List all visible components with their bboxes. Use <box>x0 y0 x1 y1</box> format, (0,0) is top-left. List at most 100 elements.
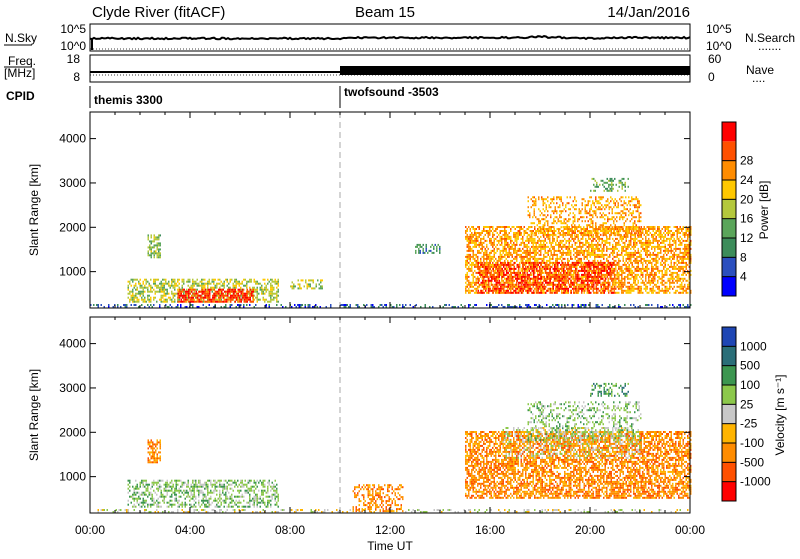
heatmap-cell <box>269 304 271 306</box>
heatmap-cell <box>636 276 638 278</box>
heatmap-cell <box>618 232 620 234</box>
heatmap-cell <box>668 288 670 290</box>
heatmap-cell <box>164 285 166 287</box>
heatmap-cell <box>322 287 324 289</box>
heatmap-cell <box>522 252 524 254</box>
heatmap-cell <box>216 285 218 287</box>
heatmap-cell <box>185 301 187 303</box>
heatmap-cell <box>559 262 561 264</box>
heatmap-cell <box>651 292 653 294</box>
heatmap-cell <box>683 266 685 268</box>
heatmap-cell <box>674 254 676 256</box>
heatmap-cell <box>247 291 249 293</box>
heatmap-cell <box>187 299 189 301</box>
heatmap-cell <box>621 292 623 294</box>
heatmap-cell <box>686 258 688 260</box>
heatmap-cell <box>468 288 470 290</box>
heatmap-cell <box>659 226 661 228</box>
heatmap-cell <box>538 290 540 292</box>
heatmap-cell <box>651 234 653 236</box>
heatmap-cell <box>542 240 544 242</box>
heatmap-cell <box>639 276 641 278</box>
heatmap-cell <box>680 266 682 268</box>
heatmap-cell <box>481 290 483 292</box>
heatmap-cell <box>174 295 176 297</box>
heatmap-cell <box>687 250 689 252</box>
heatmap-cell <box>538 274 540 276</box>
heatmap-cell <box>674 262 676 264</box>
heatmap-cell <box>417 246 419 248</box>
heatmap-cell <box>596 240 598 242</box>
heatmap-cell <box>521 226 523 228</box>
heatmap-cell <box>674 292 676 294</box>
heatmap-cell <box>405 304 407 306</box>
heatmap-cell <box>602 250 604 252</box>
heatmap-cell <box>602 230 604 232</box>
heatmap-cell <box>194 289 196 291</box>
heatmap-cell <box>263 279 265 281</box>
heatmap-cell <box>509 282 511 284</box>
heatmap-cell <box>615 278 617 280</box>
heatmap-cell <box>635 258 637 260</box>
heatmap-cell <box>680 250 682 252</box>
heatmap-cell <box>418 244 420 246</box>
heatmap-cell <box>230 295 232 297</box>
heatmap-cell <box>157 248 159 250</box>
heatmap-cell <box>560 284 562 286</box>
heatmap-cell <box>236 297 238 299</box>
heatmap-cell <box>151 250 153 252</box>
heatmap-cell <box>479 250 481 252</box>
heatmap-cell <box>518 250 520 252</box>
heatmap-cell <box>500 268 502 270</box>
heatmap-cell <box>600 244 602 246</box>
heatmap-cell <box>521 262 523 264</box>
cpid-label: CPID <box>6 89 35 103</box>
heatmap-cell <box>272 279 274 281</box>
heatmap-cell <box>612 250 614 252</box>
heatmap-cell <box>503 246 505 248</box>
heatmap-cell <box>500 290 502 292</box>
heatmap-cell <box>515 252 517 254</box>
heatmap-cell <box>584 284 586 286</box>
heatmap-cell <box>427 252 429 254</box>
heatmap-cell <box>510 248 512 250</box>
heatmap-cell <box>191 289 193 291</box>
heatmap-cell <box>635 252 637 254</box>
heatmap-cell <box>618 240 620 242</box>
heatmap-cell <box>678 240 680 242</box>
heatmap-cell <box>246 283 248 285</box>
heatmap-cell <box>563 240 565 242</box>
heatmap-cell <box>527 274 529 276</box>
heatmap-cell <box>152 252 154 254</box>
heatmap-cell <box>200 299 202 301</box>
heatmap-cell <box>483 226 485 228</box>
heatmap-cell <box>579 254 581 256</box>
heatmap-cell <box>633 286 635 288</box>
heatmap-cell <box>494 230 496 232</box>
heatmap-cell <box>465 236 467 238</box>
heatmap-cell <box>197 297 199 299</box>
heatmap-cell <box>519 262 521 264</box>
heatmap-cell <box>552 264 554 266</box>
heatmap-cell <box>511 292 513 294</box>
heatmap-cell <box>164 299 166 301</box>
cpid-mode-0: themis 3300 <box>94 93 163 107</box>
heatmap-cell <box>488 234 490 236</box>
heatmap-cell <box>125 304 127 306</box>
heatmap-cell <box>567 230 569 232</box>
heatmap-cell <box>562 278 564 280</box>
heatmap-cell <box>638 256 640 258</box>
heatmap-cell <box>471 256 473 258</box>
heatmap-cell <box>293 285 295 287</box>
heatmap-cell <box>476 282 478 284</box>
heatmap-cell <box>533 286 535 288</box>
heatmap-cell <box>599 254 601 256</box>
heatmap-cell <box>506 278 508 280</box>
heatmap-cell <box>515 244 517 246</box>
heatmap-cell <box>208 291 210 293</box>
heatmap-cell <box>600 230 602 232</box>
heatmap-cell <box>525 250 527 252</box>
heatmap-cell <box>467 290 469 292</box>
heatmap-cell <box>474 282 476 284</box>
heatmap-cell <box>636 262 638 264</box>
